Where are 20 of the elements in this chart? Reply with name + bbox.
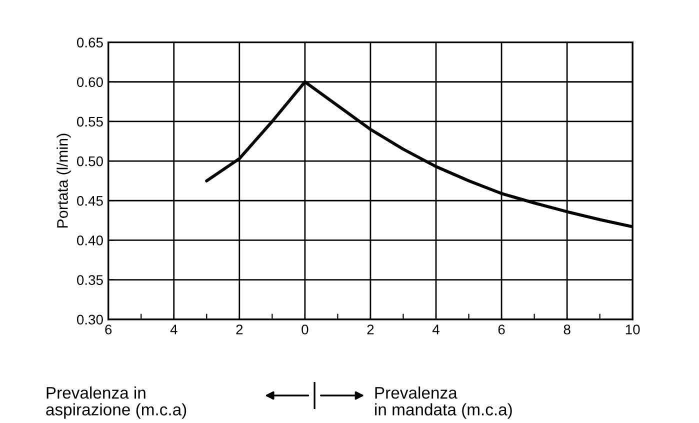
- x-tick-label: 6: [498, 324, 505, 334]
- x-tick-label: 6: [105, 324, 112, 334]
- x-tick-label: 0: [302, 324, 308, 334]
- y-tick-label: 0.55: [76, 116, 103, 127]
- text: Prevalenza in aspirazione (m.c.a): [46, 386, 186, 419]
- text: Prevalenza in mandata (m.c.a): [375, 386, 512, 419]
- y-tick-label: 0.45: [76, 196, 103, 206]
- x-tick-label: 4: [432, 324, 440, 334]
- y-axis-title: Portata (l/min): [56, 134, 71, 228]
- y-tick-label: 0.40: [76, 236, 103, 246]
- y-tick-label: 0.50: [76, 156, 103, 166]
- y-tick-label: 0.30: [76, 314, 103, 325]
- x-tick-label: 2: [236, 324, 243, 334]
- y-tick-label: 0.60: [76, 77, 103, 88]
- y-tick-label: 0.65: [76, 38, 103, 48]
- x-tick-label: 2: [367, 324, 374, 334]
- x-tick-label: 4: [170, 324, 178, 334]
- y-tick-label: 0.35: [76, 275, 103, 285]
- x-tick-label: 10: [626, 324, 640, 334]
- x-tick-label: 8: [564, 324, 570, 334]
